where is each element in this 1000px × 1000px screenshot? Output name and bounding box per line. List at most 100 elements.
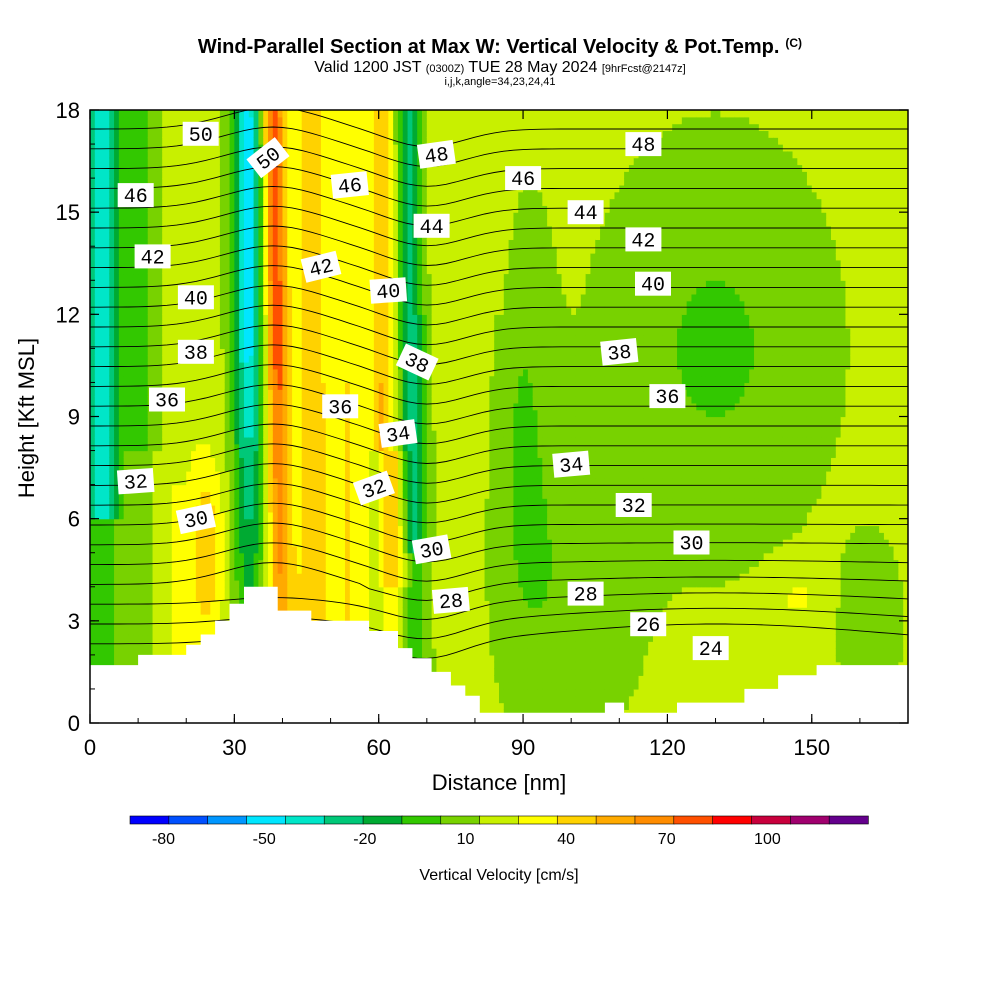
velocity-cell <box>248 218 255 227</box>
velocity-cell <box>330 470 336 479</box>
velocity-cell <box>243 518 250 527</box>
velocity-cell <box>258 396 264 404</box>
velocity-cell <box>166 491 173 499</box>
velocity-cell <box>282 273 288 281</box>
velocity-cell <box>268 253 274 261</box>
velocity-cell <box>234 273 240 281</box>
velocity-cell <box>287 171 293 179</box>
velocity-cell <box>320 505 327 513</box>
velocity-cell <box>311 389 317 397</box>
velocity-cell <box>104 641 110 649</box>
velocity-cell <box>239 178 245 186</box>
velocity-cell <box>191 116 197 125</box>
velocity-cell <box>104 559 110 567</box>
velocity-cell <box>243 457 250 465</box>
velocity-cell <box>157 552 163 561</box>
velocity-cell <box>243 218 250 227</box>
velocity-cell <box>272 273 279 281</box>
velocity-cell <box>114 559 120 567</box>
velocity-cell <box>253 470 260 479</box>
velocity-cell <box>128 532 134 540</box>
velocity-cell <box>114 212 120 220</box>
velocity-cell <box>142 232 149 241</box>
velocity-cell <box>109 178 115 186</box>
velocity-cell <box>268 266 274 275</box>
velocity-cell <box>243 464 250 472</box>
velocity-cell <box>234 164 240 172</box>
velocity-cell <box>128 457 134 465</box>
velocity-cell <box>272 348 279 356</box>
velocity-cell <box>258 205 264 213</box>
velocity-cell <box>123 443 130 452</box>
velocity-cell <box>147 314 154 322</box>
velocity-cell <box>311 409 317 418</box>
velocity-cell <box>301 505 308 513</box>
velocity-cell <box>176 627 183 636</box>
velocity-cell <box>349 287 356 295</box>
velocity-cell <box>195 327 202 336</box>
velocity-cell <box>287 402 293 411</box>
velocity-cell <box>345 382 351 390</box>
velocity-cell <box>171 559 178 567</box>
velocity-cell <box>234 470 240 479</box>
velocity-cell <box>296 409 303 418</box>
velocity-cell <box>215 253 221 261</box>
velocity-cell <box>229 307 235 315</box>
velocity-cell <box>142 539 149 547</box>
velocity-cell <box>330 586 336 595</box>
velocity-cell <box>215 266 221 275</box>
velocity-cell <box>166 171 173 179</box>
velocity-cell <box>340 157 346 166</box>
velocity-cell <box>191 634 197 642</box>
velocity-cell <box>306 559 312 567</box>
velocity-cell <box>325 198 332 206</box>
velocity-cell <box>316 539 322 547</box>
velocity-cell <box>253 116 260 125</box>
velocity-cell <box>138 423 144 431</box>
velocity-cell <box>340 477 346 486</box>
velocity-cell <box>94 641 101 649</box>
velocity-cell <box>138 416 144 424</box>
velocity-cell <box>292 212 298 220</box>
velocity-cell <box>118 137 125 145</box>
velocity-cell <box>94 430 101 438</box>
velocity-cell <box>128 116 134 125</box>
velocity-cell <box>186 539 192 547</box>
velocity-cell <box>229 362 235 370</box>
velocity-cell <box>176 239 183 247</box>
velocity-cell <box>166 416 173 424</box>
velocity-cell <box>219 157 226 166</box>
velocity-cell <box>94 566 101 574</box>
velocity-cell <box>142 239 149 247</box>
velocity-cell <box>90 355 96 363</box>
velocity-cell <box>215 593 221 601</box>
velocity-cell <box>311 416 317 424</box>
velocity-cell <box>349 491 356 499</box>
velocity-cell <box>345 470 351 479</box>
velocity-cell <box>195 600 202 608</box>
velocity-cell <box>171 198 178 206</box>
velocity-cell <box>123 654 130 663</box>
velocity-cell <box>272 457 279 465</box>
velocity-cell <box>123 566 130 574</box>
velocity-cell <box>263 137 269 145</box>
velocity-cell <box>239 450 245 458</box>
velocity-cell <box>263 307 269 315</box>
velocity-cell <box>335 498 341 506</box>
velocity-cell <box>210 505 216 513</box>
velocity-cell <box>142 396 149 404</box>
velocity-cell <box>104 402 110 411</box>
velocity-cell <box>345 293 351 302</box>
velocity-cell <box>133 457 139 465</box>
velocity-cell <box>123 321 130 329</box>
velocity-cell <box>272 184 279 193</box>
velocity-cell <box>320 518 327 527</box>
velocity-cell <box>239 505 245 513</box>
velocity-cell <box>229 484 235 493</box>
velocity-cell <box>215 511 221 520</box>
velocity-cell <box>157 225 163 234</box>
velocity-cell <box>152 470 158 479</box>
velocity-cell <box>176 491 183 499</box>
velocity-cell <box>210 443 216 452</box>
velocity-cell <box>296 355 303 363</box>
